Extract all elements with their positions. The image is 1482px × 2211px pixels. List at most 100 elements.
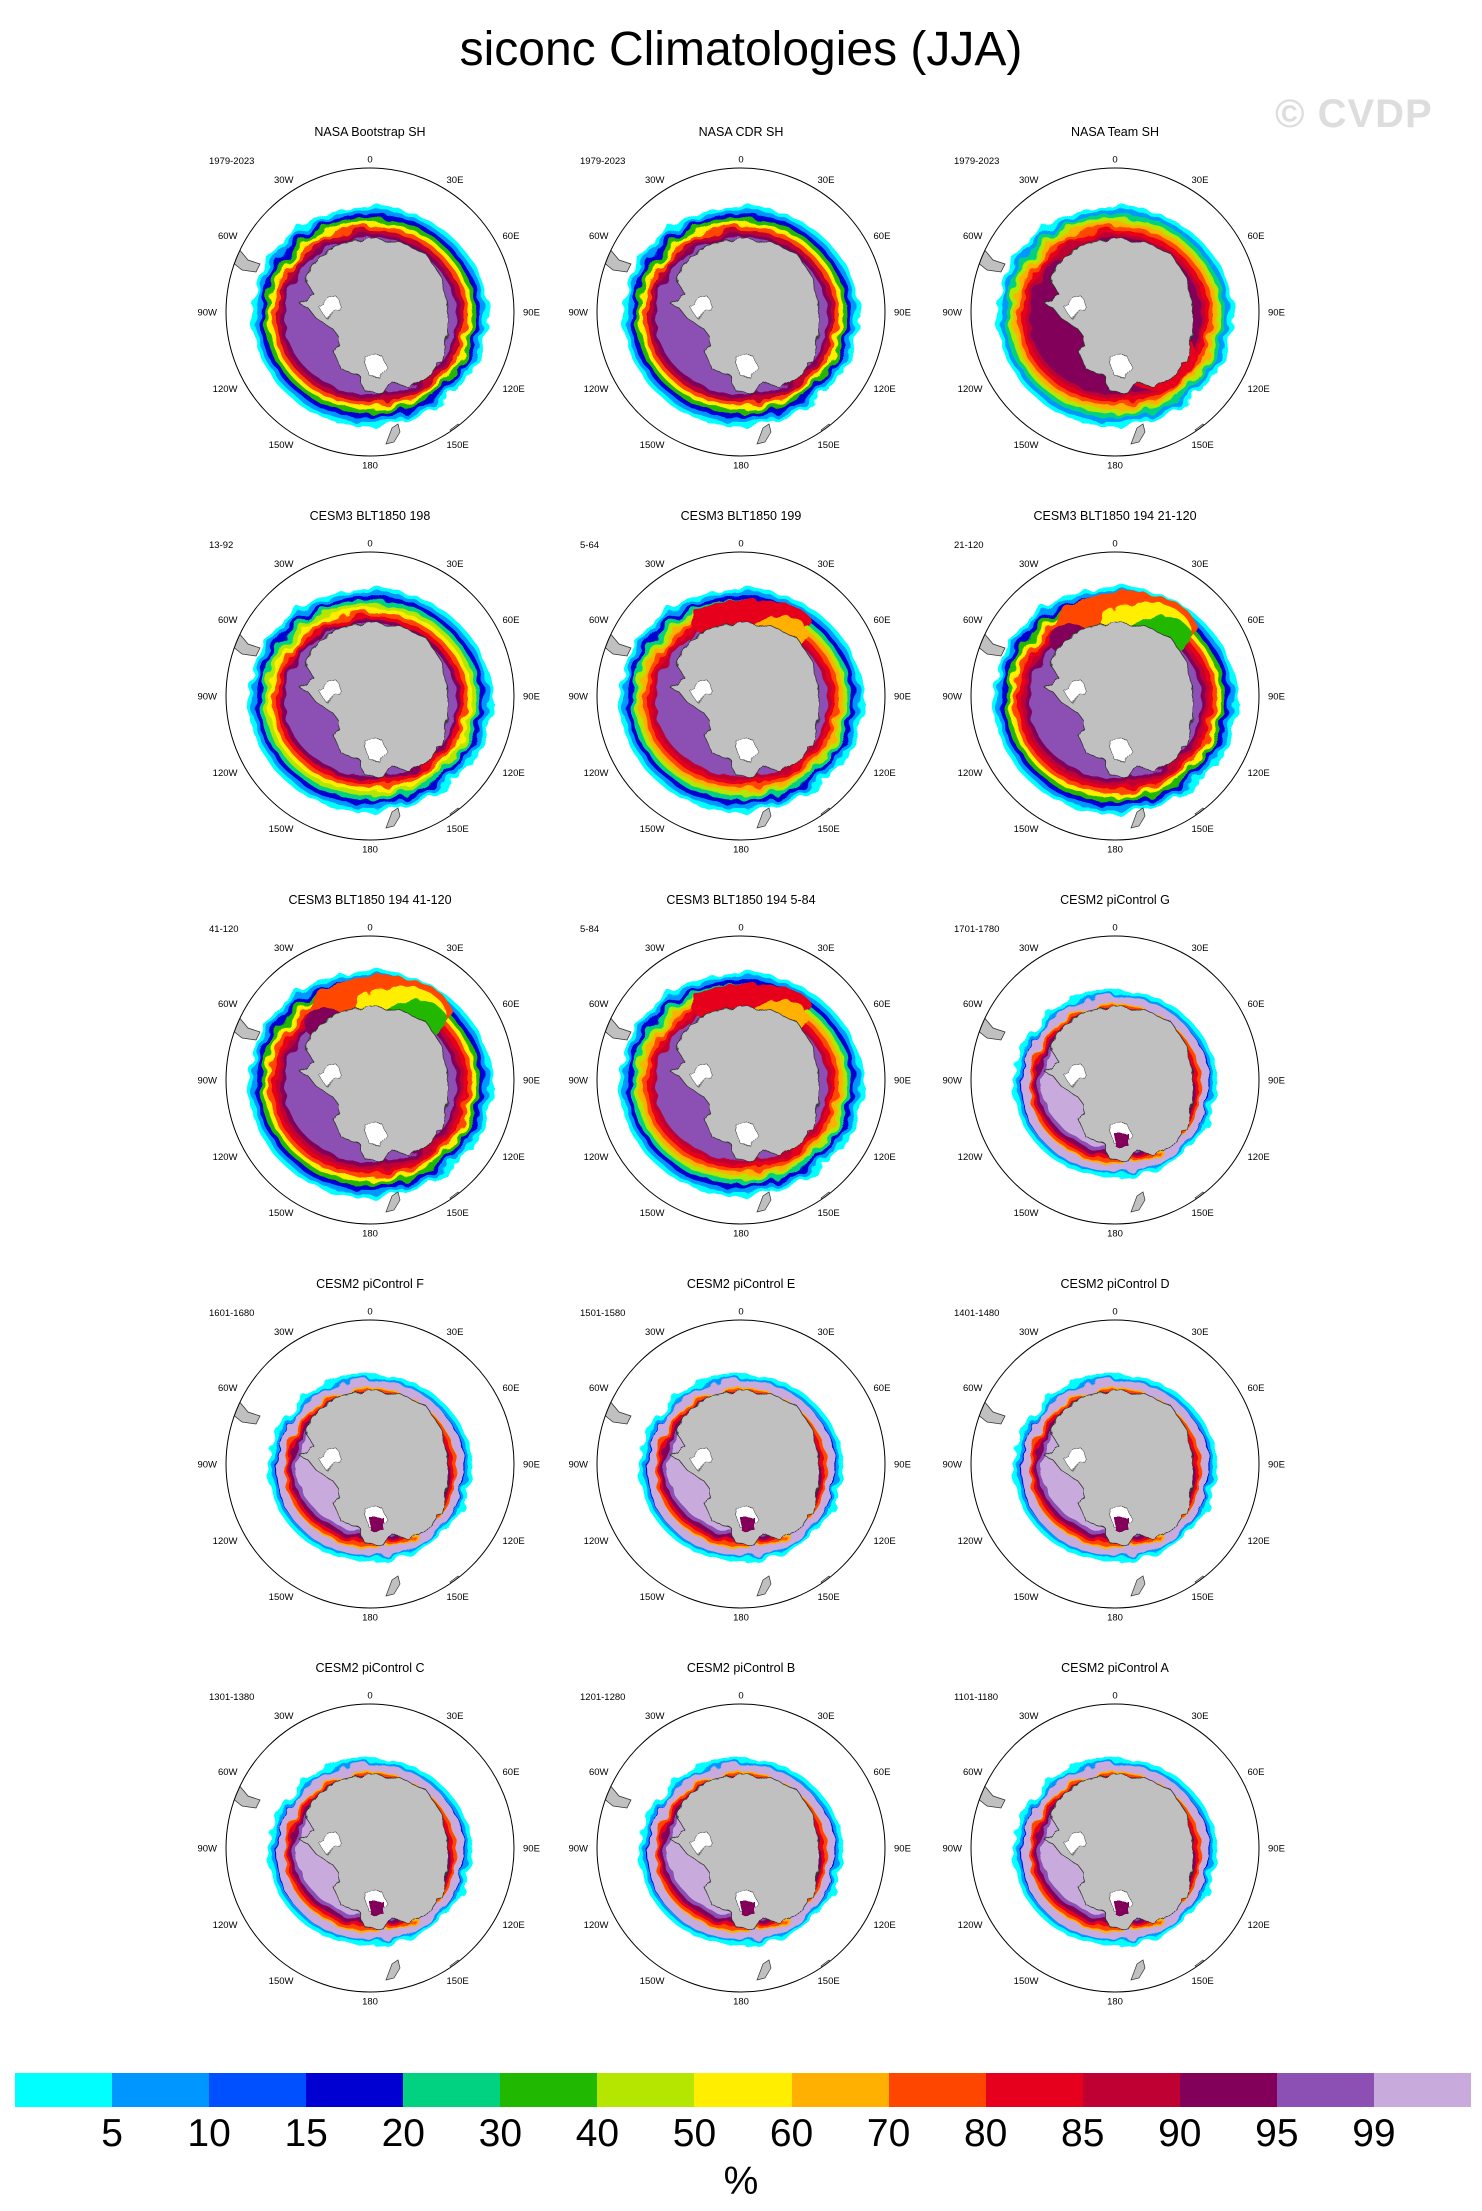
longitude-label: 0 (738, 539, 743, 550)
longitude-label: 30W (645, 175, 665, 186)
tasmania-island (820, 423, 834, 435)
colorbar-tick-label: 80 (963, 2112, 1008, 2155)
longitude-label: 60W (963, 231, 983, 242)
panel-years: 5-64 (580, 540, 599, 551)
longitude-label: 60W (963, 999, 983, 1010)
longitude-label: 150W (269, 440, 294, 451)
tasmania-island (1194, 807, 1208, 819)
longitude-label: 60W (589, 231, 609, 242)
longitude-label: 150E (818, 1592, 840, 1603)
longitude-label: 90W (568, 1844, 588, 1855)
colorbar-tick-label: 99 (1352, 2112, 1396, 2155)
longitude-label: 180 (733, 1997, 749, 2008)
new-zealand-island (385, 423, 401, 445)
map-boundary (225, 935, 515, 1225)
colorbar-segment (985, 2073, 1083, 2107)
map-boundary (970, 551, 1260, 841)
longitude-label: 120E (1248, 1536, 1270, 1547)
longitude-label: 30W (645, 943, 665, 954)
south-america-tip (597, 625, 632, 657)
longitude-label: 60W (218, 231, 238, 242)
longitude-label: 150W (640, 440, 665, 451)
panel-years: 1101-1180 (954, 1692, 998, 1703)
longitude-label: 90E (1268, 1844, 1285, 1855)
longitude-label: 90E (894, 308, 911, 319)
map-panels: NASA Bootstrap SH 1979-2023 0 30E 60E 90E 120E… (197, 125, 1285, 2008)
south-america-tip (971, 1777, 1006, 1809)
polar-map-panel: CESM2 piControl A 1101-1180 0 30E 60E 90E 120E… (942, 1661, 1284, 2008)
longitude-label: 120W (584, 1920, 609, 1931)
panel-years: 5-84 (580, 924, 599, 935)
map-boundary (596, 1703, 886, 1993)
map-boundary (596, 167, 886, 457)
longitude-label: 60E (874, 1383, 891, 1394)
tasmania-island (1194, 1959, 1208, 1971)
new-zealand-island (756, 423, 772, 445)
longitude-label: 30W (1019, 1327, 1039, 1338)
map-boundary (225, 1319, 515, 1609)
panel-title: CESM2 piControl A (1061, 1661, 1169, 1675)
polar-map-panel: NASA Team SH 1979-2023 0 30E 60E 90E 120E 150E 1… (942, 125, 1284, 472)
longitude-label: 120W (958, 384, 983, 395)
antarctica-landmass (670, 1005, 820, 1163)
longitude-label: 90W (942, 308, 962, 319)
longitude-label: 60W (963, 1383, 983, 1394)
longitude-label: 30E (818, 943, 835, 954)
longitude-label: 60E (503, 1767, 520, 1778)
map-boundary (970, 935, 1260, 1225)
longitude-label: 120W (584, 1536, 609, 1547)
tasmania-island (820, 1191, 834, 1203)
longitude-label: 150W (269, 1592, 294, 1603)
figure-title: siconc Climatologies (JJA) (459, 23, 1023, 76)
colorbar-tick-label: 70 (866, 2112, 911, 2155)
longitude-label: 150E (1192, 1208, 1214, 1219)
longitude-label: 90E (1268, 692, 1285, 703)
panel-years: 13-92 (209, 540, 233, 551)
longitude-label: 150W (1014, 824, 1039, 835)
longitude-label: 60E (874, 999, 891, 1010)
longitude-label: 120W (213, 1920, 238, 1931)
longitude-label: 150W (1014, 1592, 1039, 1603)
colorbar-tick-label: 50 (672, 2112, 717, 2155)
longitude-label: 180 (362, 461, 378, 472)
colorbar-segment (1373, 2073, 1471, 2107)
longitude-label: 120W (213, 1152, 238, 1163)
colorbar-segment (112, 2073, 210, 2107)
map-boundary (596, 935, 886, 1225)
colorbar-labels: 5 10 15 20 30 40 50 60 70 80 85 90 95 99 (15, 2112, 1471, 2162)
longitude-label: 120W (584, 1152, 609, 1163)
colorbar-segment (694, 2073, 792, 2107)
longitude-label: 120W (958, 768, 983, 779)
tasmania-island (449, 1959, 463, 1971)
longitude-label: 90E (523, 1460, 540, 1471)
longitude-label: 150E (818, 440, 840, 451)
longitude-label: 90W (942, 692, 962, 703)
colorbar-tick-label: 15 (284, 2112, 328, 2155)
polar-map-panel: NASA CDR SH 1979-2023 0 30E 60E 90E 120E 150E 18… (568, 125, 910, 472)
longitude-label: 60E (874, 1767, 891, 1778)
colorbar-segment (306, 2073, 404, 2107)
panel-title: CESM2 piControl G (1060, 893, 1170, 907)
panel-years: 1979-2023 (954, 156, 999, 167)
panel-title: CESM2 piControl E (687, 1277, 795, 1291)
new-zealand-island (385, 807, 401, 829)
longitude-label: 150E (1192, 1976, 1214, 1987)
longitude-label: 120W (958, 1536, 983, 1547)
colorbar-tick-label: 60 (769, 2112, 814, 2155)
longitude-label: 150W (1014, 440, 1039, 451)
longitude-label: 90W (197, 1076, 217, 1087)
polar-map-panel: CESM2 piControl E 1501-1580 0 30E 60E 90E 120E… (568, 1277, 910, 1624)
longitude-label: 120E (1248, 768, 1270, 779)
longitude-label: 150W (640, 1976, 665, 1987)
longitude-label: 150E (447, 1208, 469, 1219)
south-america-tip (971, 241, 1006, 273)
longitude-label: 90E (894, 692, 911, 703)
longitude-label: 150E (447, 440, 469, 451)
longitude-label: 60W (589, 615, 609, 626)
map-boundary (225, 1703, 515, 1993)
polar-map-panel: CESM3 BLT1850 198 13-92 0 30E 60E 90E 120E 150E… (197, 509, 539, 856)
longitude-label: 30E (447, 175, 464, 186)
panel-years: 1501-1580 (580, 1308, 625, 1319)
longitude-label: 0 (738, 155, 743, 166)
panel-years: 1201-1280 (580, 1692, 625, 1703)
